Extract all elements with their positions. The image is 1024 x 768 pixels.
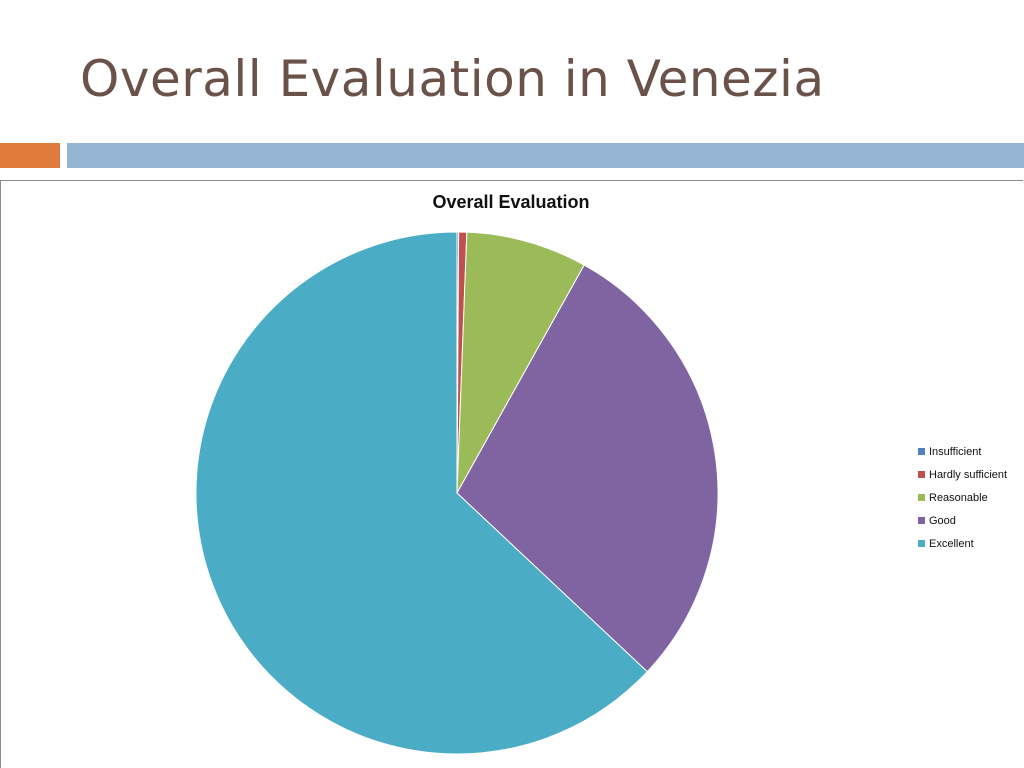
chart-title-container: Overall Evaluation xyxy=(0,192,1024,213)
legend-label: Hardly sufficient xyxy=(929,468,1008,481)
legend-swatch xyxy=(918,494,925,501)
legend-label: Good xyxy=(929,514,956,527)
legend-swatch xyxy=(918,540,925,547)
chart-frame xyxy=(0,180,1023,768)
accent-bar-orange xyxy=(0,143,60,168)
accent-bar-blue xyxy=(67,143,1024,168)
legend-item-reasonable: Reasonable xyxy=(918,480,1007,509)
chart-title: Overall Evaluation xyxy=(432,192,590,212)
legend-item-hardly-sufficient: Hardly sufficient xyxy=(918,457,1007,486)
legend-item-good: Good xyxy=(918,503,1007,532)
pie-slice-good xyxy=(456,264,719,673)
chart-legend: Insufficient Hardly sufficient Reasonable G… xyxy=(918,440,1007,555)
legend-item-insufficient: Insufficient xyxy=(918,434,1007,463)
legend-item-excellent: Excellent xyxy=(918,526,1007,555)
legend-label: Insufficient xyxy=(929,445,982,458)
slide-title: Overall Evaluation in Venezia xyxy=(80,50,825,108)
legend-swatch xyxy=(918,517,925,524)
legend-swatch xyxy=(918,448,925,455)
legend-label: Excellent xyxy=(929,537,974,550)
legend-swatch xyxy=(918,471,925,478)
pie-slice-reasonable xyxy=(456,231,585,494)
pie-slice-excellent xyxy=(195,231,648,755)
legend-label: Reasonable xyxy=(929,491,988,504)
